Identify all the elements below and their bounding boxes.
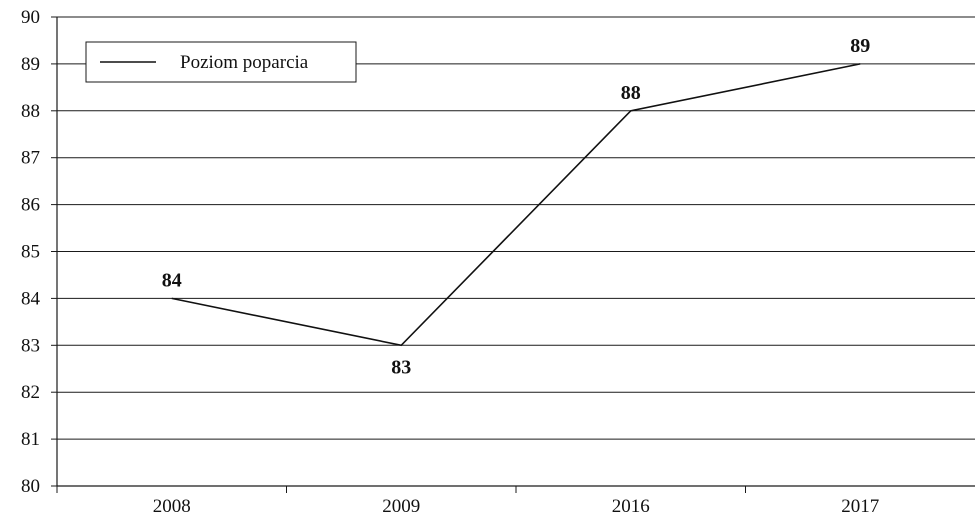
y-tick-label: 88 (21, 101, 40, 122)
x-tick-label: 2008 (153, 496, 191, 517)
y-tick-label: 80 (21, 476, 40, 497)
x-tick-labels: 2008 2009 2016 2017 (153, 496, 880, 517)
gridlines (57, 16, 975, 440)
y-tick-label: 90 (21, 7, 40, 28)
data-label: 88 (621, 82, 641, 104)
series-layer (171, 63, 861, 347)
series-line (171, 63, 861, 347)
x-tick-label: 2017 (841, 496, 879, 517)
y-tick-label: 89 (21, 54, 40, 75)
y-tick-label: 86 (21, 195, 40, 216)
y-tick-label: 87 (21, 148, 40, 169)
y-tick-label: 82 (21, 382, 40, 403)
axes (51, 16, 975, 493)
data-label: 83 (391, 356, 411, 378)
y-tick-label: 84 (21, 288, 41, 309)
x-tick-label: 2009 (382, 496, 420, 517)
data-label: 89 (850, 35, 870, 57)
y-tick-label: 85 (21, 242, 40, 263)
y-tick-labels: 80 81 82 83 84 85 86 87 88 89 90 (21, 7, 41, 497)
data-labels: 84 83 88 89 (162, 35, 871, 378)
legend-label: Poziom poparcia (180, 52, 309, 73)
x-tick-label: 2016 (612, 496, 650, 517)
data-label: 84 (162, 269, 182, 291)
legend: Poziom poparcia (85, 41, 357, 83)
y-tick-label: 83 (21, 335, 40, 356)
y-tick-label: 81 (21, 429, 40, 450)
